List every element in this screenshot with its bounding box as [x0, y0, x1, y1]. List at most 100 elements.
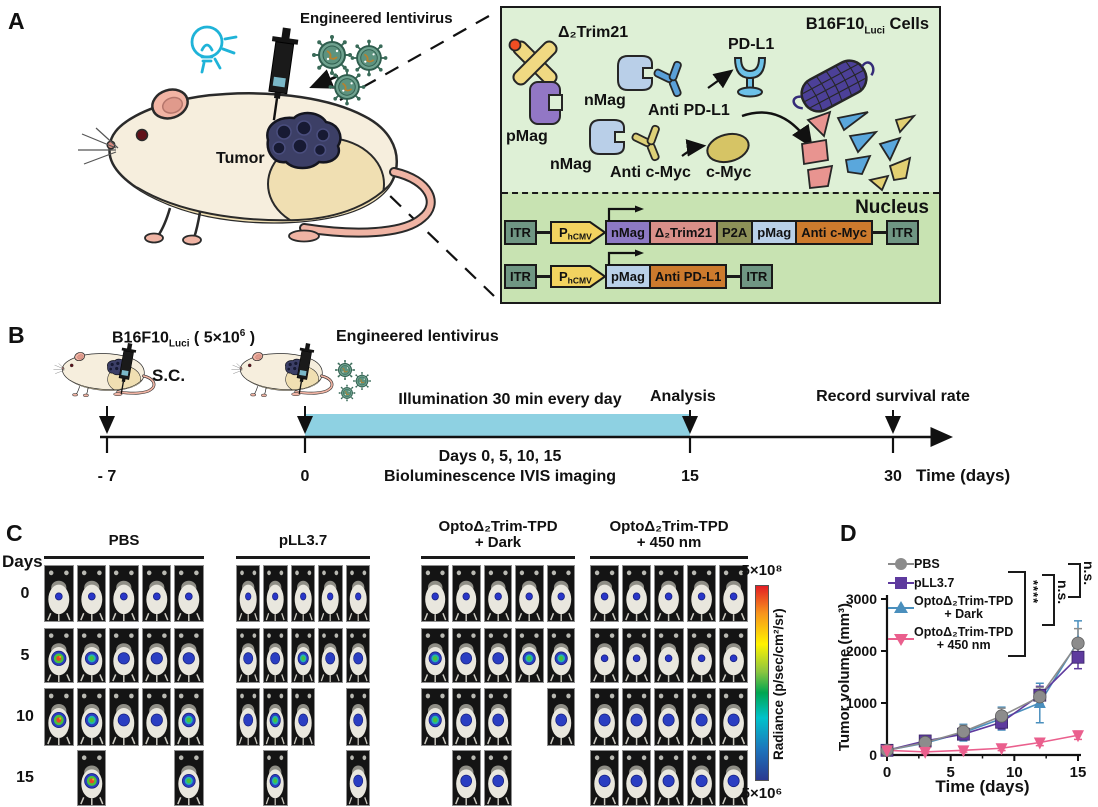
mouse-image	[76, 565, 107, 622]
legend-marker-circle	[888, 558, 914, 570]
significance-bracket	[1042, 574, 1055, 626]
mouse-image	[686, 565, 716, 622]
construct-segment-pmag: pMag	[604, 264, 651, 289]
mouse-image	[174, 688, 204, 746]
significance-label: ****	[1026, 580, 1041, 605]
tumor-volume-chart: 0 1000 2000 3000 0 5 10 15 Tumor volume (mm³) Tim…	[836, 591, 1087, 796]
mouse-image	[622, 750, 652, 806]
mouse-image	[318, 628, 343, 683]
mouse-image	[44, 628, 74, 683]
mouse-image	[452, 628, 481, 683]
mouse-image	[421, 565, 450, 622]
legend-item: OptoΔ₂Trim-TPD + Dark	[888, 594, 1013, 622]
tumor-label: Tumor	[216, 150, 265, 167]
day-label: 0	[20, 584, 30, 602]
pmag-label: pMag	[506, 128, 548, 145]
mouse-image	[718, 565, 748, 622]
mouse-image	[515, 565, 544, 622]
nmag-shape	[617, 55, 653, 91]
svg-text:0: 0	[883, 764, 891, 781]
group-header: OptoΔ₂Trim-TPD + 450 nm	[609, 518, 729, 551]
chart-legend: PBS pLL3.7 OptoΔ₂Trim-TPD + Dark OptoΔ₂Trim-…	[888, 556, 1013, 656]
group-header-rule	[44, 556, 204, 559]
mouse-image	[141, 628, 172, 683]
virus-icon	[349, 38, 389, 78]
mouse-image	[483, 750, 513, 806]
group-header-rule	[590, 556, 748, 559]
mouse-image	[236, 628, 261, 683]
svg-text:Time (days): Time (days)	[935, 777, 1029, 796]
legend-marker-square	[888, 577, 914, 589]
timeline-axis	[99, 406, 953, 453]
mouse-image	[686, 628, 716, 683]
imaging-days-label: Days 0, 5, 10, 15	[438, 448, 562, 465]
mouse-image	[590, 750, 620, 806]
virus-icon	[334, 359, 356, 381]
mouse-image	[546, 628, 575, 683]
mouse-image	[654, 565, 684, 622]
mouse-image	[290, 688, 316, 746]
significance-label: n.s.	[1055, 580, 1071, 605]
panel-a-label: A	[8, 8, 25, 34]
analysis-label: Analysis	[650, 388, 716, 405]
nmag-label: nMag	[550, 156, 592, 173]
mouse-image	[263, 750, 288, 806]
cmyc-label: c-Myc	[706, 164, 752, 181]
construct-row: ITR PhCMV nMag Δ₂Trim21 P2A pMag Anti c-Myc ITR	[504, 205, 919, 245]
mouse-image	[590, 688, 620, 746]
mouse-image	[686, 750, 716, 806]
legend-item: OptoΔ₂Trim-TPD + 450 nm	[888, 625, 1013, 653]
virus-icon	[327, 67, 367, 107]
significance-label: n.s.	[1081, 561, 1097, 586]
mouse-image	[174, 565, 204, 622]
construct-row: ITR PhCMV pMag Anti PD-L1 ITR	[504, 249, 774, 289]
mouse-image	[452, 688, 481, 746]
mouse-image	[654, 750, 684, 806]
mouse-image	[718, 750, 748, 806]
mouse-image	[44, 688, 74, 746]
mouse-image	[174, 628, 204, 683]
time-axis-label: Time (days)	[916, 466, 1011, 485]
anti-pdl1-label: Anti PD-L1	[648, 102, 730, 119]
construct-segment-itr: ITR	[885, 220, 919, 245]
legend-label: PBS	[914, 556, 940, 571]
mouse-image	[421, 628, 450, 683]
day-label: 5	[20, 646, 30, 664]
panel-c-label: C	[6, 520, 23, 546]
svg-text:15: 15	[1070, 764, 1087, 781]
mouse-image	[44, 565, 74, 622]
mouse-image	[483, 565, 513, 622]
lightbulb-icon	[190, 25, 238, 74]
group-header-rule	[236, 556, 370, 559]
group-header: pLL3.7	[278, 532, 328, 549]
mouse-image	[174, 750, 204, 806]
trim21-label: Δ₂Trim21	[558, 24, 629, 41]
group-header: OptoΔ₂Trim-TPD + Dark	[438, 518, 558, 551]
legend-label: pLL3.7	[914, 575, 955, 590]
injection-arrow	[309, 69, 339, 89]
panel-d-label: D	[840, 520, 857, 546]
mouse-image	[483, 688, 513, 746]
anti-pdl1-antibody	[650, 58, 694, 103]
mouse-image	[622, 565, 652, 622]
cell-title: B16F10Luci Cells	[805, 15, 929, 37]
mouse-image	[236, 688, 261, 746]
mouse-image	[345, 565, 370, 622]
pdl1-receptor	[733, 57, 767, 98]
cell-section: Δ₂Trim21 pMag nMag Anti PD-L1 PD-L1 nMag…	[502, 8, 939, 192]
sc-label: S.C.	[152, 366, 186, 385]
svg-text:0: 0	[869, 747, 877, 763]
mouse-image	[263, 688, 288, 746]
anti-cmyc-label: Anti c-Myc	[610, 164, 691, 181]
anti-cmyc-antibody	[628, 122, 672, 167]
b16f10-dose-label: B16F10Luci ( 5×106 )	[112, 328, 256, 350]
mouse-image	[236, 565, 261, 622]
proteasome	[792, 59, 875, 113]
mouse-image	[622, 628, 652, 683]
arrow	[707, 69, 734, 89]
mouse-image	[109, 565, 139, 622]
construct-segment-nmag: nMag	[604, 220, 651, 245]
colorbar-max-label: 5×10⁸	[741, 562, 783, 579]
nucleus-section: Nucleus ITR PhCMV nMag Δ₂Trim21 P2A pMag Anti …	[502, 192, 939, 302]
mouse-image	[345, 628, 370, 683]
